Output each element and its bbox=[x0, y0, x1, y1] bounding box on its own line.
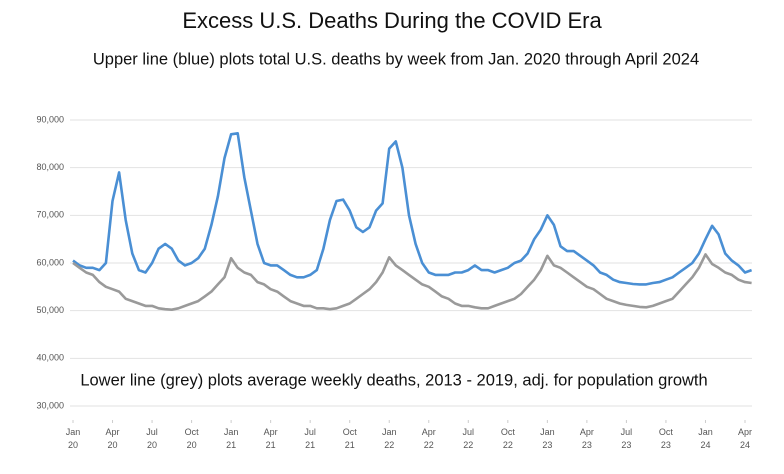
y-tick-label: 70,000 bbox=[36, 210, 64, 220]
chart-subtitle: Upper line (blue) plots total U.S. death… bbox=[93, 50, 699, 68]
x-tick-label: Apr 24 bbox=[738, 427, 752, 450]
x-tick-label: Oct 20 bbox=[185, 427, 200, 450]
x-tick-label: Apr 22 bbox=[422, 427, 436, 450]
y-tick-label: 30,000 bbox=[36, 400, 64, 410]
annotation: Lower line (grey) plots average weekly d… bbox=[80, 371, 707, 389]
x-tick-label: Jul 23 bbox=[621, 427, 633, 450]
y-tick-label: 50,000 bbox=[36, 305, 64, 315]
x-tick-label: Oct 23 bbox=[659, 427, 674, 450]
chart-title: Excess U.S. Deaths During the COVID Era bbox=[182, 8, 602, 33]
y-tick-label: 60,000 bbox=[36, 257, 64, 267]
x-tick-label: Jan 23 bbox=[540, 427, 555, 450]
x-tick-label: Apr 23 bbox=[580, 427, 594, 450]
x-tick-label: Jan 22 bbox=[382, 427, 397, 450]
y-tick-label: 40,000 bbox=[36, 353, 64, 363]
x-tick-label: Jul 21 bbox=[304, 427, 316, 450]
x-tick-label: Oct 21 bbox=[343, 427, 358, 450]
x-tick-label: Oct 22 bbox=[501, 427, 516, 450]
x-tick-label: Jul 20 bbox=[146, 427, 158, 450]
x-tick-label: Apr 21 bbox=[264, 427, 278, 450]
data-line bbox=[72, 253, 752, 311]
x-tick-label: Apr 20 bbox=[106, 427, 120, 450]
y-tick-label: 80,000 bbox=[36, 162, 64, 172]
x-tick-label: Jan 21 bbox=[224, 427, 239, 450]
x-tick-label: Jul 22 bbox=[463, 427, 475, 450]
y-tick-label: 90,000 bbox=[36, 114, 64, 124]
data-line bbox=[72, 132, 753, 286]
x-tick-label: Jan 20 bbox=[66, 427, 81, 450]
x-tick-label: Jan 24 bbox=[698, 427, 713, 450]
